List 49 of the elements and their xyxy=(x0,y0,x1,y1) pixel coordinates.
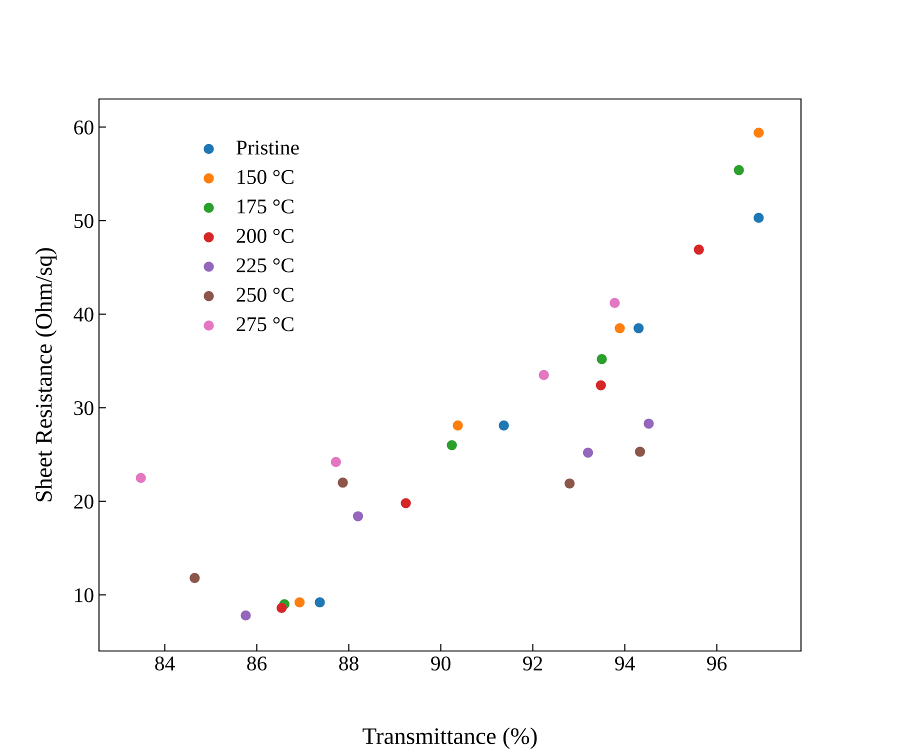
x-tick-label: 94 xyxy=(615,656,635,671)
x-tick-label: 90 xyxy=(431,656,450,671)
point xyxy=(644,418,654,429)
point xyxy=(190,572,200,584)
legend-label: 200 °C xyxy=(236,228,294,243)
y-tick-label: 40 xyxy=(74,308,94,322)
point xyxy=(754,212,764,223)
point xyxy=(400,498,411,508)
point xyxy=(610,298,620,308)
point xyxy=(754,128,764,138)
point xyxy=(276,602,287,614)
point xyxy=(634,323,644,334)
legend-label: 250 °C xyxy=(236,288,294,302)
point xyxy=(596,354,607,364)
point xyxy=(352,511,364,522)
x-tick-label: 96 xyxy=(707,656,727,671)
y-tick-label: 10 xyxy=(75,588,94,602)
x-tick-label: 88 xyxy=(339,656,358,671)
point xyxy=(538,370,549,380)
point xyxy=(294,597,305,608)
x-tick-label: 86 xyxy=(247,656,267,671)
legend-label: 150 °C xyxy=(238,170,294,184)
x-tick-label: 84 xyxy=(155,656,175,671)
legend-label: 275 °C xyxy=(236,317,294,332)
legend-label: 225 °C xyxy=(236,258,294,272)
point xyxy=(136,472,146,483)
point xyxy=(314,597,325,608)
point xyxy=(330,456,341,468)
point xyxy=(338,478,348,488)
point xyxy=(634,446,646,457)
point xyxy=(240,610,251,621)
point xyxy=(446,440,457,450)
point xyxy=(734,165,744,176)
point xyxy=(452,420,463,431)
point xyxy=(498,420,509,431)
point xyxy=(582,448,594,458)
point xyxy=(614,323,625,334)
point xyxy=(564,478,575,489)
x-axis-title: Transmittance (%) xyxy=(362,728,537,749)
x-tick-label: 92 xyxy=(523,656,542,671)
point xyxy=(694,244,704,255)
y-tick-label: 20 xyxy=(74,494,94,509)
legend-label: Pristine xyxy=(236,140,299,155)
legend-label: 175 °C xyxy=(238,199,294,214)
point xyxy=(596,380,606,390)
y-tick-label: 30 xyxy=(74,401,94,416)
y-axis-title: Sheet Resistance (Ohm/sq) xyxy=(35,248,57,502)
y-tick-label: 60 xyxy=(74,120,94,134)
y-tick-label: 50 xyxy=(74,214,94,228)
